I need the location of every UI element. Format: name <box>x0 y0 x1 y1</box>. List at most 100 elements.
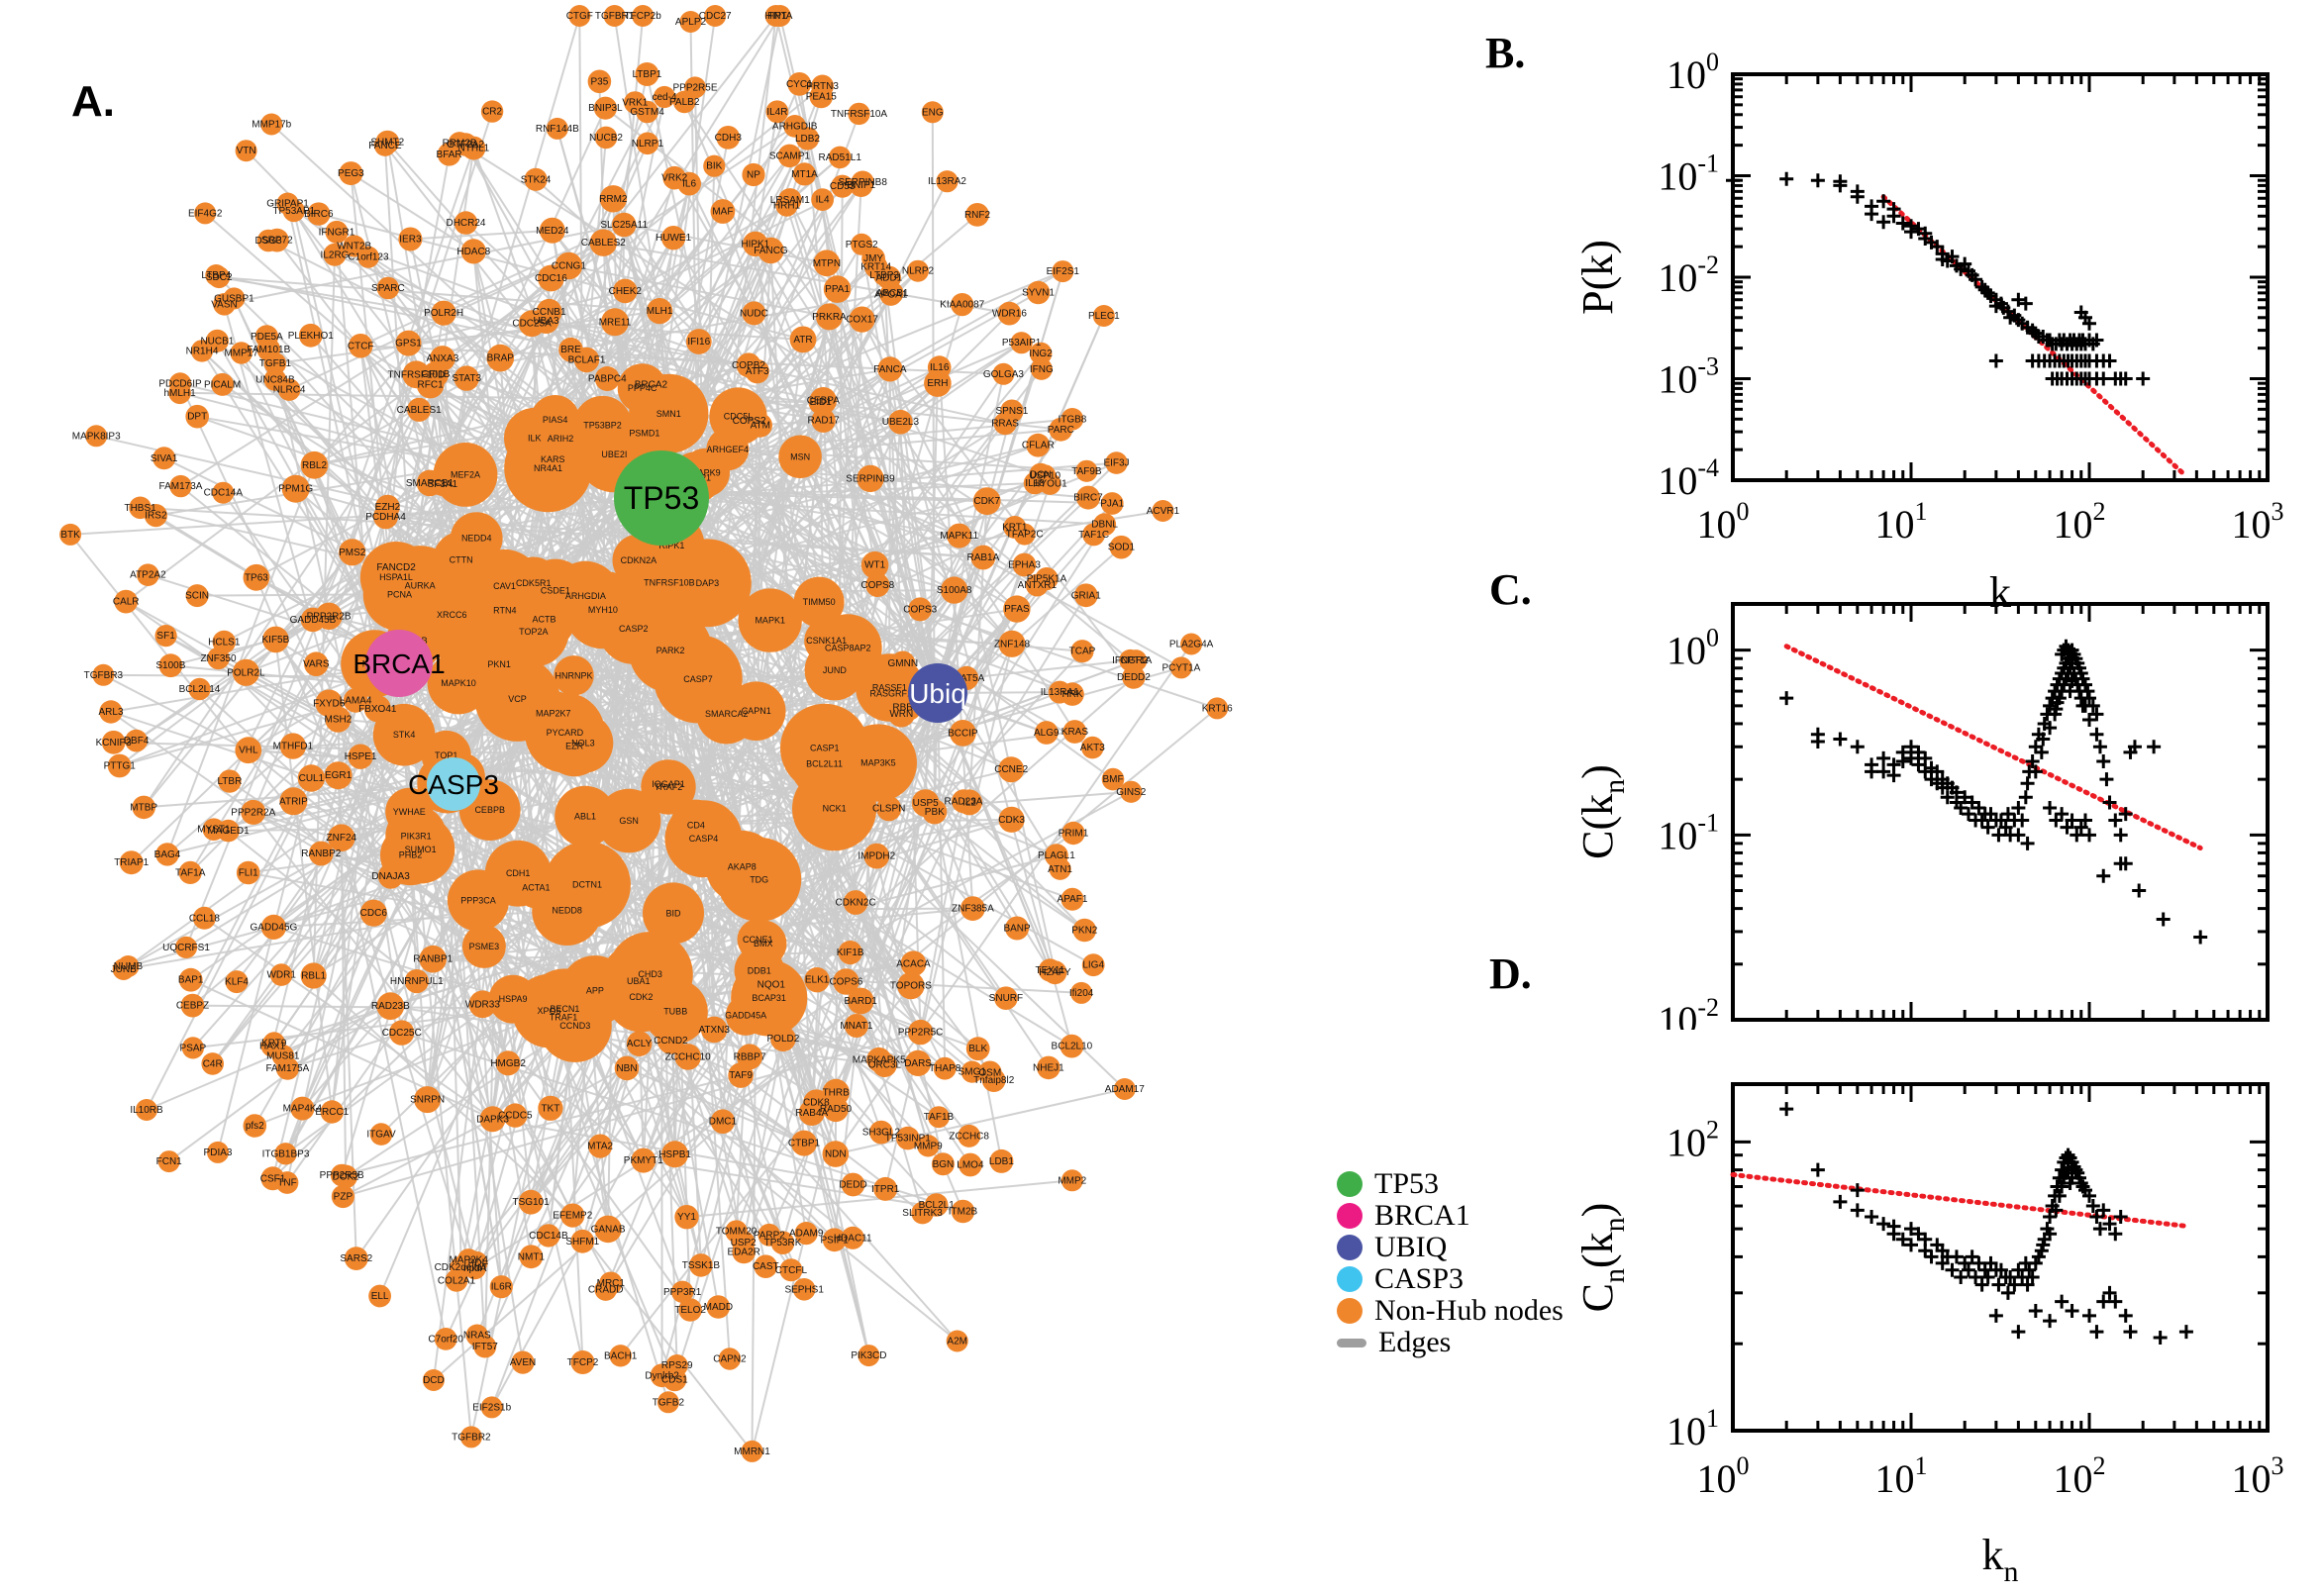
node-label: JUND <box>823 665 847 675</box>
panel-c-label: C. <box>1489 565 1532 614</box>
data-point-marker <box>2096 754 2111 769</box>
node-label: ABL1 <box>574 812 596 822</box>
non-hub-node <box>865 572 890 598</box>
non-hub-node <box>455 621 543 708</box>
network-edge <box>433 1000 861 1381</box>
network-edge <box>806 138 886 1065</box>
non-hub-node <box>297 764 326 792</box>
non-hub-node <box>907 1019 934 1046</box>
node-label: RASGRF1 <box>870 688 913 698</box>
node-label: IL10RB <box>130 1105 163 1116</box>
non-hub-node <box>783 115 807 138</box>
node-label: DAP3 <box>696 578 720 588</box>
node-label: LIG4 <box>1082 960 1104 971</box>
data-point-marker <box>1810 735 1825 749</box>
node-label: RASSF1 <box>872 683 907 693</box>
node-label: WRN <box>889 709 913 720</box>
node-label: COPS3 <box>903 604 937 615</box>
non-hub-node <box>844 1014 868 1038</box>
non-hub-node <box>461 924 506 968</box>
non-hub-node <box>546 117 568 140</box>
non-hub-node <box>732 1240 756 1264</box>
non-hub-node <box>970 545 996 570</box>
non-hub-node <box>710 199 736 224</box>
node-label: CASP1 <box>810 744 840 753</box>
node-label: ACTB <box>532 615 556 625</box>
data-point-marker <box>1958 790 1972 805</box>
y-axis-title-C: C(kn​) <box>1573 764 1631 859</box>
non-hub-node <box>1025 573 1049 597</box>
node-label: HDAC8 <box>456 247 490 257</box>
node-label: TP63 <box>245 572 268 583</box>
node-label: ITGAV <box>366 1130 396 1141</box>
node-label: CFLAR <box>1022 441 1055 451</box>
node-label: LTBR <box>217 776 242 787</box>
non-hub-node <box>511 1350 535 1374</box>
node-label: PRKRA <box>812 312 847 323</box>
non-hub-node <box>1073 583 1098 608</box>
node-label: CAV1 <box>493 581 516 591</box>
non-hub-node <box>951 1199 975 1224</box>
node-label: CABLES1 <box>397 405 442 416</box>
non-hub-node <box>736 407 762 434</box>
node-label: RNF2 <box>964 210 991 221</box>
node-label: CDC25C <box>382 1028 422 1039</box>
non-hub-node <box>997 301 1022 326</box>
non-hub-node <box>792 766 877 851</box>
node-label: MAP2K7 <box>536 708 571 718</box>
non-hub-node <box>725 1220 748 1243</box>
non-hub-node <box>1180 633 1203 655</box>
node-label: CHD3 <box>638 969 662 979</box>
non-hub-node <box>357 246 379 268</box>
non-hub-node <box>726 681 786 741</box>
non-hub-node <box>136 1099 157 1121</box>
non-hub-node <box>1003 516 1027 539</box>
non-hub-node <box>459 1426 482 1448</box>
node-label: SCIN <box>185 591 209 602</box>
non-hub-node <box>465 1324 488 1347</box>
non-hub-node <box>300 962 327 989</box>
node-label: PDCD6IP <box>158 379 202 390</box>
non-hub-node <box>524 167 548 191</box>
data-point-marker <box>2102 795 2117 810</box>
data-point-marker <box>2153 1331 2168 1346</box>
non-hub-node <box>758 237 784 264</box>
non-hub-node <box>241 799 266 825</box>
node-label: MT1A <box>791 169 818 180</box>
node-label: CR2 <box>482 107 502 118</box>
node-label: CDH1 <box>506 868 531 878</box>
non-hub-node <box>538 1095 563 1121</box>
node-label: MRE11 <box>599 317 632 328</box>
non-hub-node <box>1003 595 1031 623</box>
non-hub-node <box>740 920 787 967</box>
data-point-marker <box>1998 820 2013 835</box>
node-label: PDE5A <box>251 332 283 343</box>
node-label: KRT16 <box>1202 703 1233 714</box>
non-hub-node <box>1060 1169 1083 1192</box>
node-label: PLEC1 <box>1088 311 1120 322</box>
node-label: SHFM1 <box>565 1237 599 1247</box>
data-point-marker <box>2118 371 2133 386</box>
data-point-marker <box>2082 828 2096 843</box>
node-label: SF3A1 <box>428 479 458 490</box>
data-point-marker <box>1779 171 1794 186</box>
non-hub-node <box>325 220 349 244</box>
non-hub-node <box>823 275 852 303</box>
non-hub-node <box>1119 648 1142 672</box>
node-label: CCNE2 <box>994 764 1028 775</box>
node-label: PIP5K1A <box>1027 574 1067 585</box>
non-hub-node <box>407 397 432 422</box>
legend-label: CASP3 <box>1374 1262 1464 1295</box>
non-hub-node <box>1026 433 1051 457</box>
non-hub-node <box>828 146 852 169</box>
non-hub-node <box>1012 552 1037 577</box>
data-point-marker <box>2055 1179 2070 1194</box>
data-point-marker <box>2089 707 2104 722</box>
non-hub-node <box>180 993 205 1018</box>
data-point-marker <box>2031 1249 2046 1264</box>
node-label: DCTN1 <box>572 880 602 890</box>
data-point-marker <box>2096 371 2111 386</box>
node-label: MED24 <box>536 226 569 237</box>
non-hub-node <box>192 906 216 930</box>
data-point-marker <box>2123 1325 2138 1340</box>
